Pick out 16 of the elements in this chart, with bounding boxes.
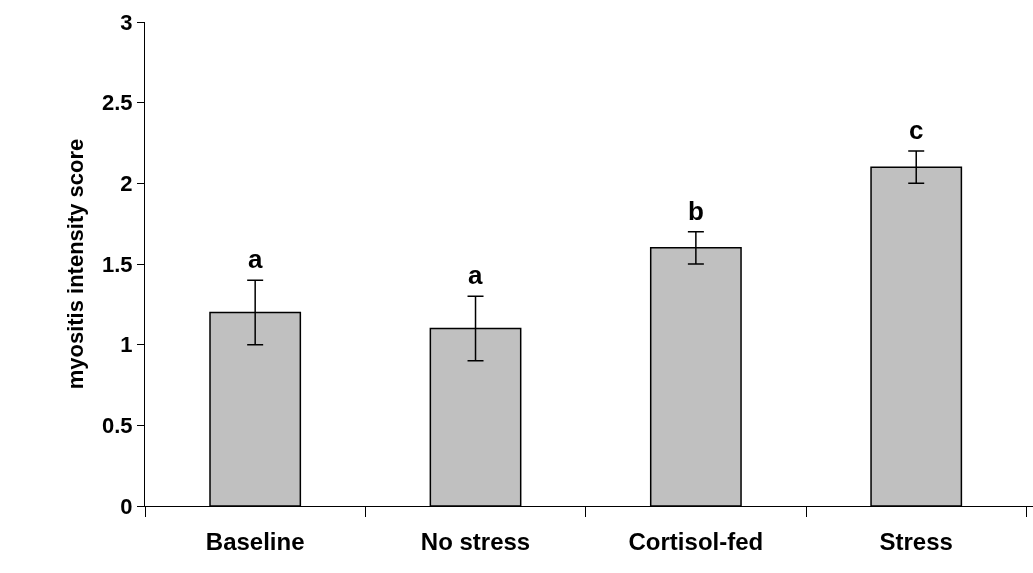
annotation: a bbox=[248, 244, 263, 274]
y-tick-label: 2.5 bbox=[102, 90, 133, 116]
x-tick-label: Baseline bbox=[205, 527, 305, 555]
y-axis-title: myositis intensity score bbox=[62, 138, 88, 390]
y-tick-label: 0.5 bbox=[102, 413, 133, 439]
x-tick-label: No stress bbox=[420, 527, 531, 555]
x-tick-label: Cortisol-fed bbox=[628, 527, 764, 555]
y-tick-label: 1.5 bbox=[102, 251, 133, 277]
annotation: a bbox=[468, 260, 483, 290]
y-tick-label: 0 bbox=[120, 493, 133, 519]
y-tick-label: 1 bbox=[120, 332, 133, 358]
y-tick-label: 3 bbox=[120, 9, 133, 35]
annotation: c bbox=[909, 115, 924, 145]
annotation: b bbox=[688, 196, 704, 226]
y-tick-label: 2 bbox=[120, 171, 133, 197]
x-tick-label: Stress bbox=[879, 527, 953, 555]
